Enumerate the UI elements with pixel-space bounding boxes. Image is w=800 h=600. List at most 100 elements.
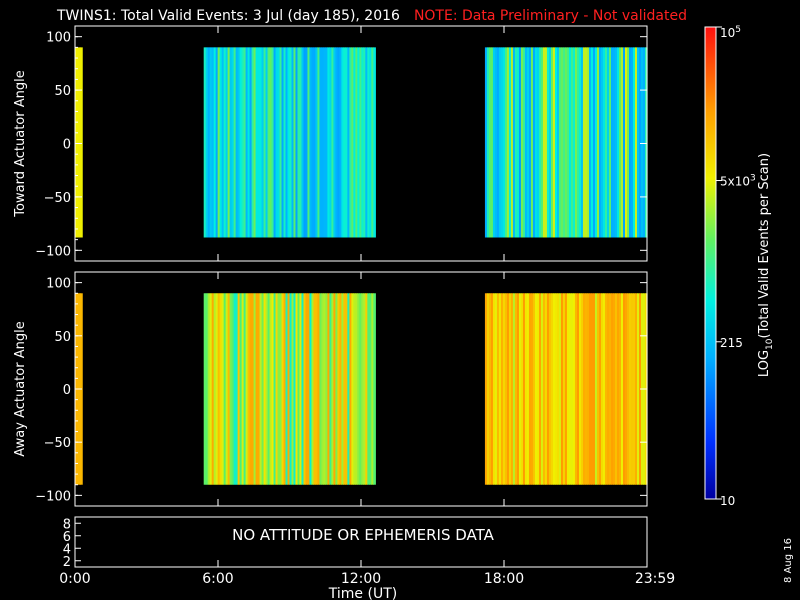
toward-ytick-label: −100 [35, 244, 71, 259]
colorbar-tick-exponent: 5 [735, 25, 741, 35]
away-cell [371, 293, 374, 485]
toward-cell [78, 47, 81, 238]
toward-cell [237, 47, 241, 238]
toward-cell [209, 47, 213, 238]
colorbar-tick-label: 5x103 [720, 174, 756, 189]
toward-ytick-label: 50 [54, 84, 71, 99]
away-ytick-label: 50 [54, 330, 71, 345]
toward-ytick-label: 100 [46, 31, 71, 46]
toward-cell [530, 47, 534, 238]
away-cell [237, 293, 241, 485]
toward-cell [211, 47, 215, 238]
toward-cell [359, 47, 362, 238]
away-cell [233, 293, 237, 485]
toward-cell [582, 47, 586, 238]
away-cell [365, 293, 368, 485]
toward-cell [504, 47, 508, 238]
toward-cell [269, 47, 273, 238]
away-cell [307, 293, 311, 485]
away-cell [327, 293, 331, 485]
toward-cell [604, 47, 608, 238]
away-cell [267, 293, 271, 485]
away-cell [534, 293, 538, 485]
away-cell [271, 293, 275, 485]
toward-cell [484, 47, 488, 238]
away-cell [586, 293, 590, 485]
away-cell [293, 293, 297, 485]
toward-cell [562, 47, 566, 238]
toward-heatmap [75, 47, 648, 238]
away-cell [277, 293, 281, 485]
away-cell [301, 293, 305, 485]
toward-cell [514, 47, 518, 238]
toward-cell [287, 47, 291, 238]
toward-cell [546, 47, 550, 238]
away-cell [496, 293, 500, 485]
away-cell [231, 293, 235, 485]
away-cell [259, 293, 263, 485]
toward-cell [534, 47, 538, 238]
toward-cell [550, 47, 554, 238]
away-cell [504, 293, 508, 485]
toward-cell [293, 47, 297, 238]
away-cell [492, 293, 496, 485]
away-cell [319, 293, 323, 485]
x-tick-label: 6:00 [202, 571, 233, 587]
toward-cell [289, 47, 293, 238]
toward-cell [363, 47, 366, 238]
colorbar-label-rest: (Total Valid Events per Scan) [757, 153, 772, 339]
toward-cell [279, 47, 283, 238]
away-cell [637, 293, 640, 485]
away-cell [209, 293, 213, 485]
toward-cell [257, 47, 261, 238]
away-cell [253, 293, 257, 485]
away-cell [317, 293, 321, 485]
away-cell [592, 293, 596, 485]
away-cell [542, 293, 546, 485]
toward-cell [492, 47, 496, 238]
toward-cell [643, 47, 646, 238]
away-cell [287, 293, 291, 485]
toward-cell [568, 47, 572, 238]
toward-cell [566, 47, 570, 238]
away-cell [500, 293, 504, 485]
colorbar-tick-exponent: 3 [750, 174, 756, 184]
toward-cell [641, 47, 644, 238]
away-cell [297, 293, 301, 485]
toward-cell [624, 47, 628, 238]
away-cell [343, 293, 346, 485]
away-cell [562, 293, 566, 485]
toward-cell [255, 47, 259, 238]
toward-cell [494, 47, 498, 238]
toward-cell [345, 47, 348, 238]
toward-cell [311, 47, 315, 238]
toward-cell [556, 47, 560, 238]
away-cell [227, 293, 231, 485]
toward-cell [339, 47, 342, 238]
away-cell [261, 293, 265, 485]
colorbar-label-log: LOG [757, 350, 772, 377]
away-cell [518, 293, 522, 485]
away-cell [339, 293, 342, 485]
toward-cell [315, 47, 319, 238]
away-cell [325, 293, 329, 485]
toward-cell [590, 47, 594, 238]
away-cell [536, 293, 540, 485]
toward-cell [528, 47, 532, 238]
toward-cell [486, 47, 490, 238]
away-cell [580, 293, 584, 485]
away-y-axis-label: Away Actuator Angle [13, 321, 28, 456]
toward-cell [544, 47, 548, 238]
away-cell [337, 293, 340, 485]
away-cell [289, 293, 293, 485]
toward-cell [235, 47, 239, 238]
away-cell [512, 293, 516, 485]
colorbar-tick-label: 10 [720, 494, 735, 508]
toward-cell [327, 47, 331, 238]
away-cell [584, 293, 588, 485]
toward-cell [309, 47, 313, 238]
x-tick-label: 23:59 [635, 571, 675, 587]
toward-cell [203, 47, 207, 238]
away-cell [357, 293, 360, 485]
away-cell [351, 293, 354, 485]
